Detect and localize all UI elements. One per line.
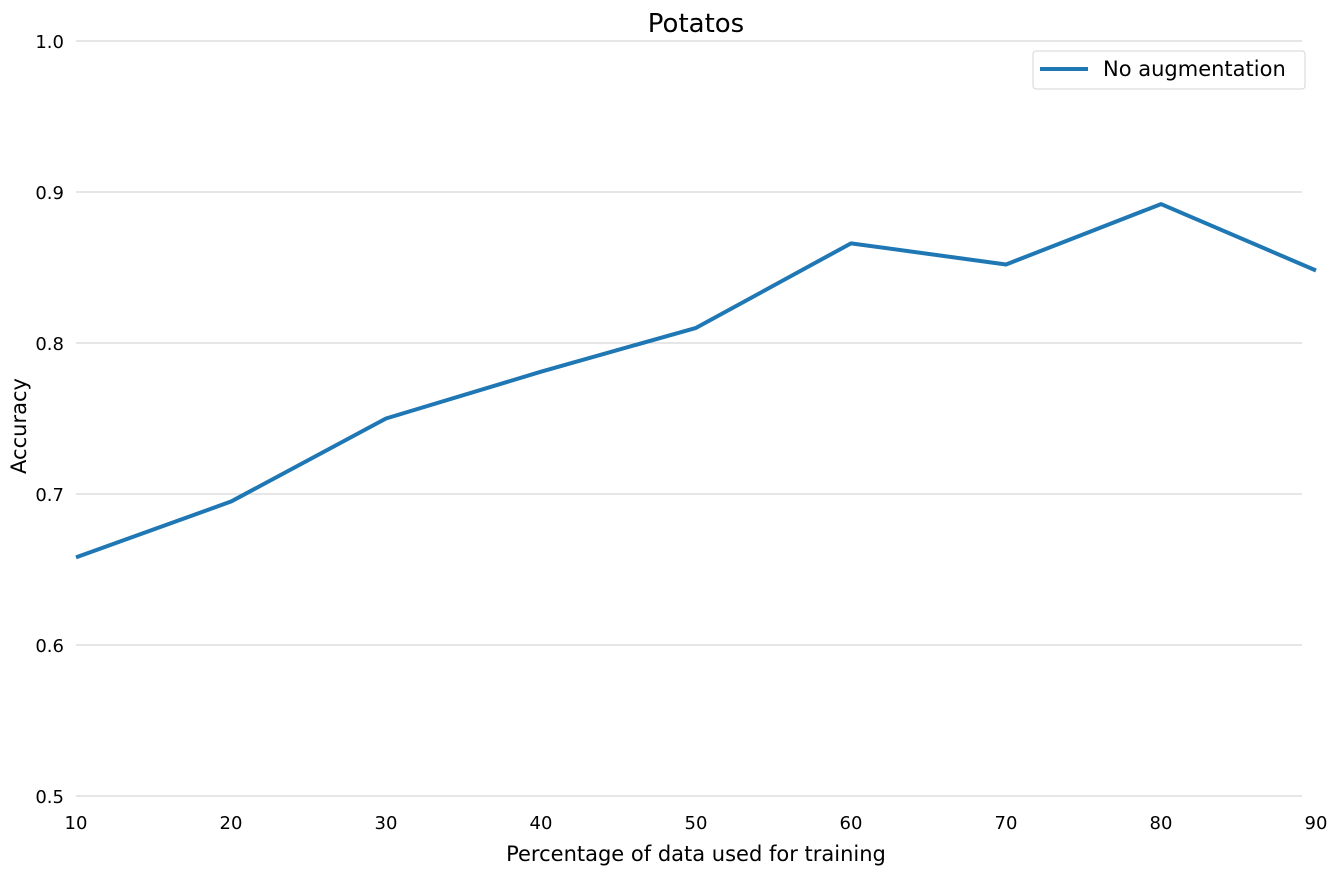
x-tick-label: 50 [685, 813, 708, 834]
x-tick-labels: 10 20 30 40 50 60 70 80 90 [65, 813, 1328, 834]
x-tick-label: 40 [530, 813, 553, 834]
x-axis-label: Percentage of data used for training [506, 842, 886, 866]
x-tick-label: 10 [65, 813, 88, 834]
y-tick-labels: 0.5 0.6 0.7 0.8 0.9 1.0 [35, 32, 64, 808]
x-tick-label: 20 [220, 813, 243, 834]
legend-box [1032, 50, 1306, 90]
grid-lines [76, 40, 1302, 797]
legend: No augmentation [1032, 50, 1306, 90]
y-tick-label: 0.9 [35, 183, 64, 204]
chart-title: Potatos [648, 9, 744, 39]
y-tick-label: 1.0 [35, 32, 64, 53]
y-axis-label: Accuracy [7, 378, 31, 474]
y-tick-label: 0.6 [35, 636, 64, 657]
x-tick-label: 70 [995, 813, 1018, 834]
y-tick-label: 0.7 [35, 485, 64, 506]
x-tick-label: 60 [840, 813, 863, 834]
legend-label-no-augmentation: No augmentation [1103, 57, 1286, 81]
series-layer [75, 202, 1317, 560]
x-tick-label: 90 [1305, 813, 1328, 834]
series-line-no-augmentation [75, 202, 1317, 560]
y-tick-label: 0.5 [35, 787, 64, 808]
x-tick-label: 30 [375, 813, 398, 834]
y-tick-label: 0.8 [35, 334, 64, 355]
x-tick-label: 80 [1150, 813, 1173, 834]
